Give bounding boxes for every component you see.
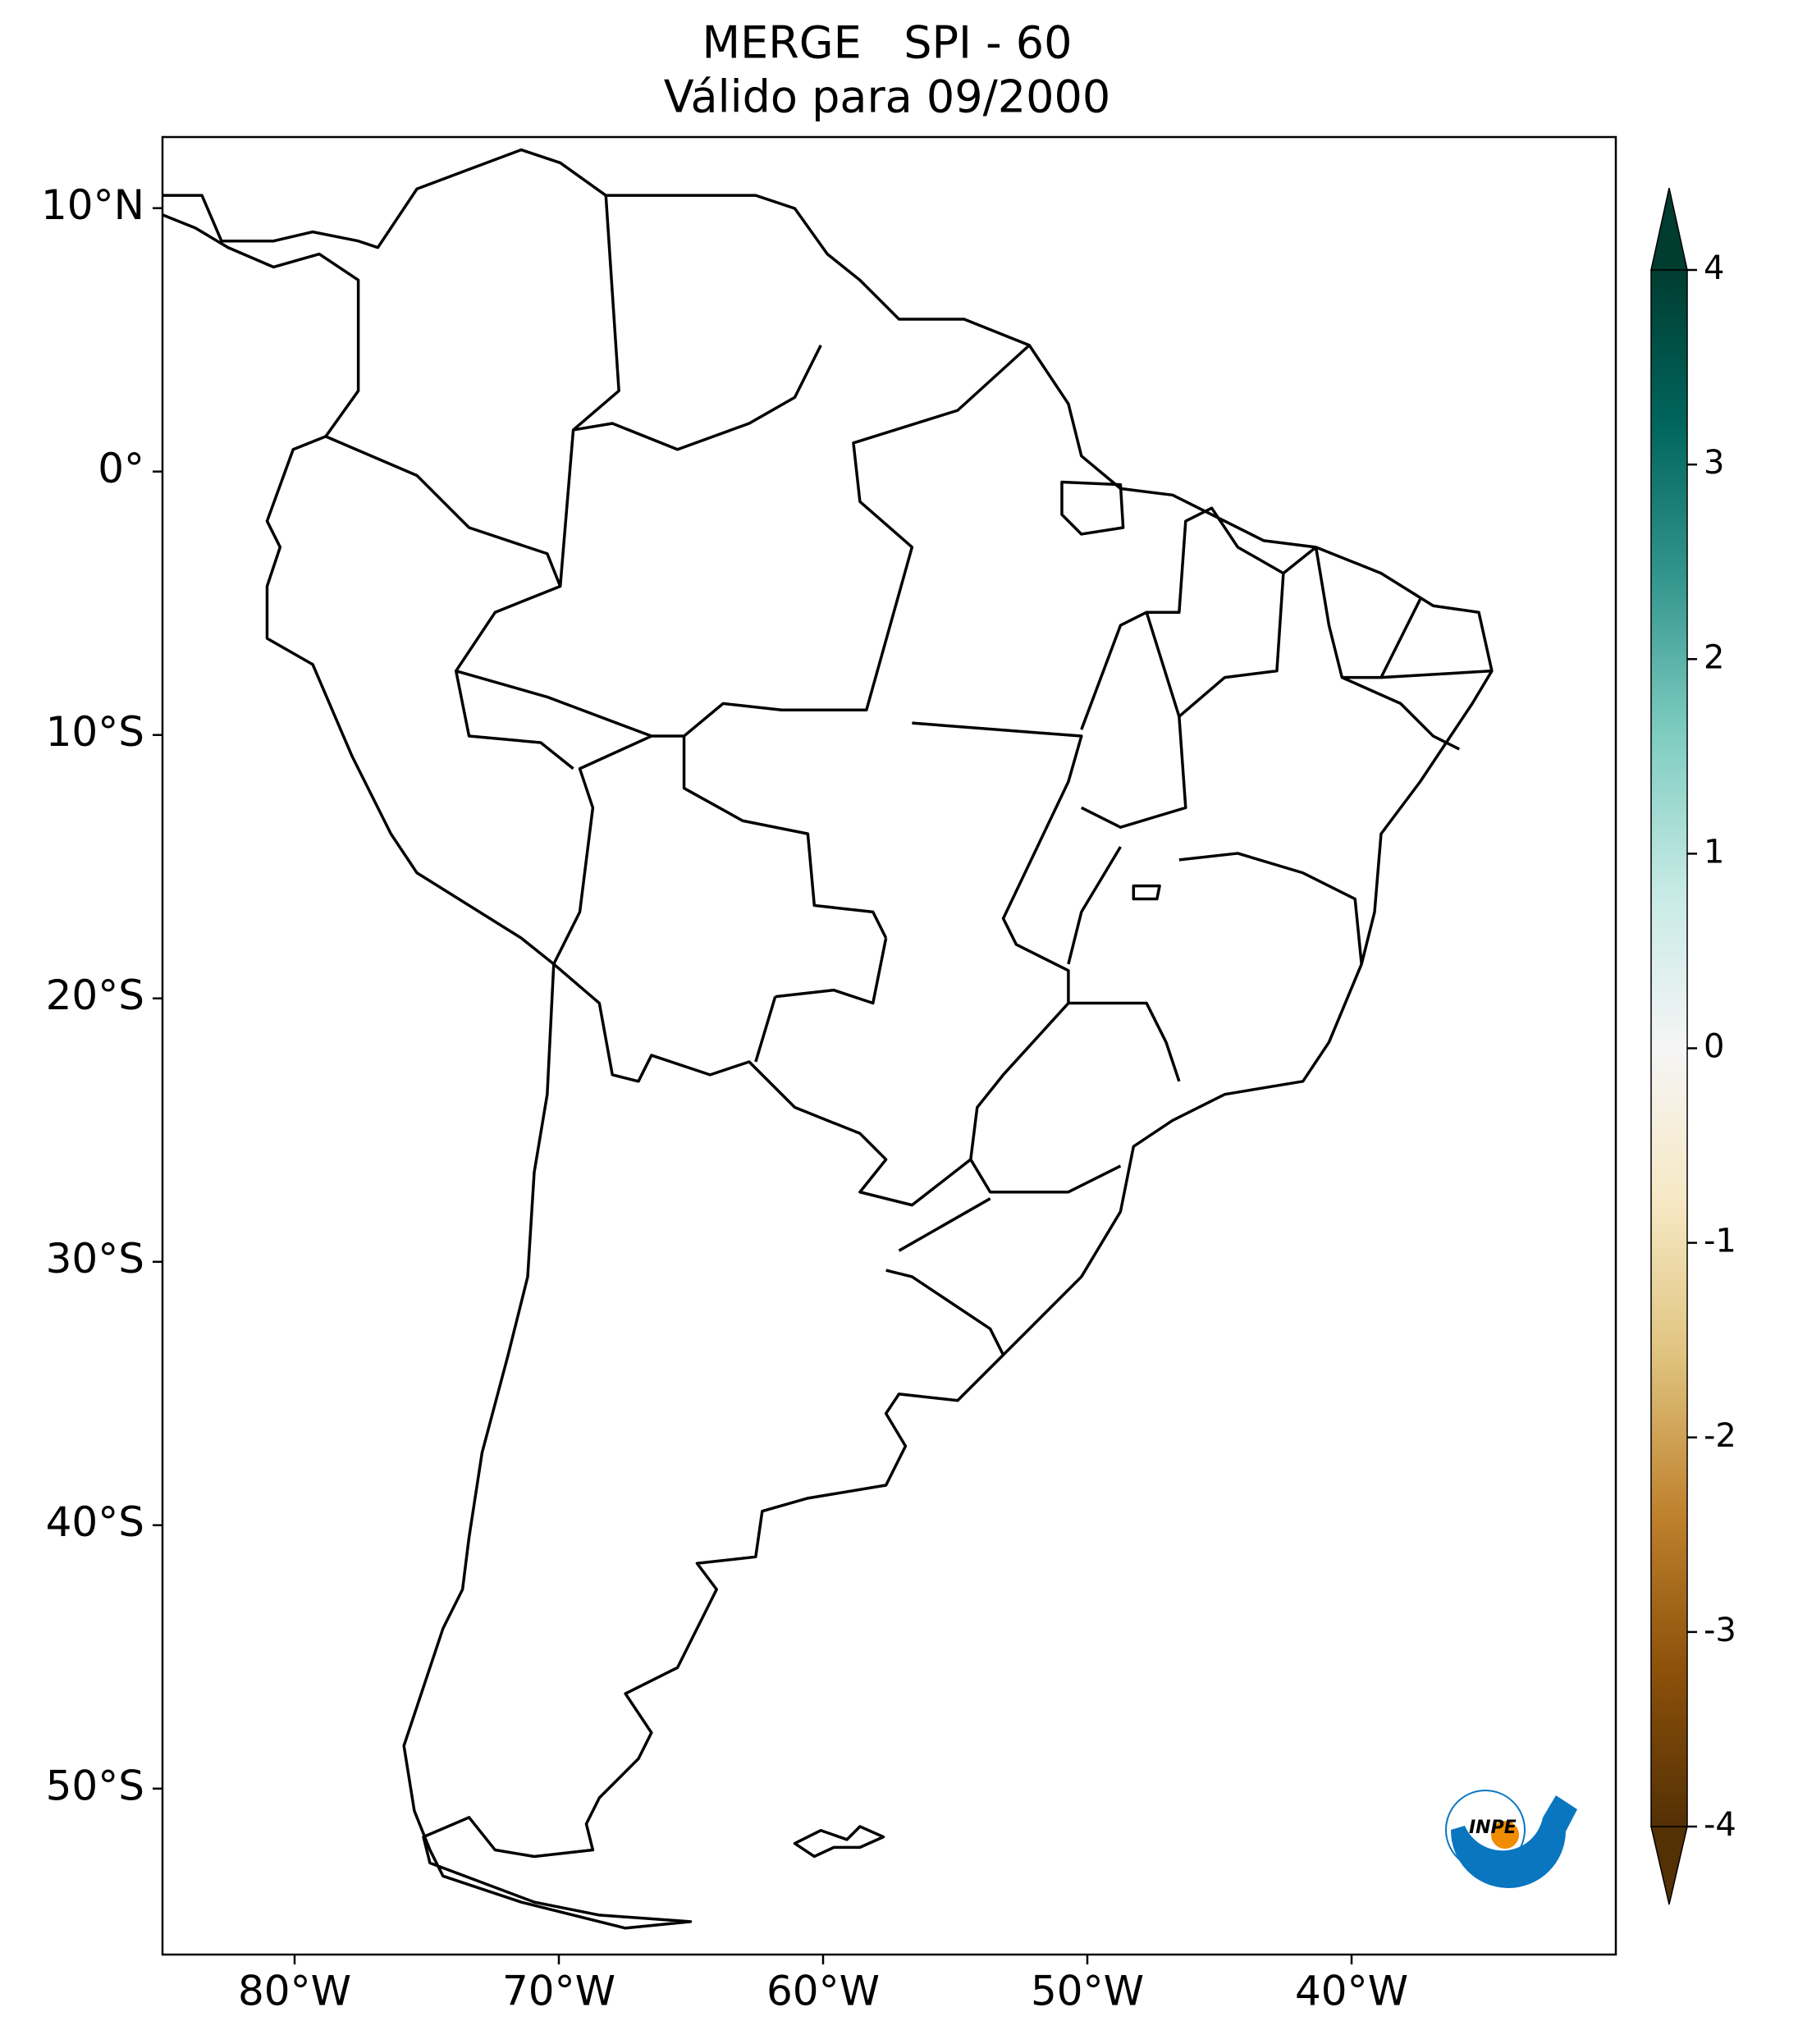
y-tick-label: 0° <box>98 445 144 492</box>
y-tick-label: 30°S <box>46 1235 144 1283</box>
colorbar-tick-label: 3 <box>1704 444 1724 482</box>
colorbar-tick-label: 4 <box>1704 249 1724 287</box>
x-tick-label: 60°W <box>766 1968 880 2015</box>
x-tick-label: 40°W <box>1295 1968 1408 2015</box>
x-tick-label: 50°W <box>1031 1968 1144 2015</box>
islands <box>793 480 1161 1859</box>
title-line-1: MERGE SPI - 60 <box>702 17 1073 69</box>
y-tick-label: 10°S <box>46 708 144 756</box>
x-tick-label: 80°W <box>238 1968 351 2015</box>
colorbar-extend-bottom <box>1650 1826 1688 1905</box>
colorbar-tick-label: -4 <box>1704 1806 1736 1844</box>
inpe-logo: INPE <box>1445 1790 1577 1888</box>
colorbar-tick-label: -1 <box>1704 1223 1736 1260</box>
colorbar-tick-label: 1 <box>1704 833 1724 871</box>
logo-text: INPE <box>1469 1818 1517 1838</box>
colorbar <box>1650 269 1688 1827</box>
colorbar-tick-label: 2 <box>1704 638 1724 676</box>
continent-outline <box>162 148 1494 1930</box>
country-borders <box>325 195 1493 1356</box>
colorbar-tick-label: 0 <box>1704 1028 1724 1066</box>
map-frame <box>161 135 1617 1956</box>
colorbar-extend-top <box>1650 187 1688 271</box>
y-tick-label: 40°S <box>46 1498 144 1546</box>
logo-arc <box>1450 1795 1577 1888</box>
y-tick-label: 20°S <box>46 972 144 1019</box>
colorbar-tick-label: -3 <box>1704 1612 1736 1649</box>
title-line-2: Válido para 09/2000 <box>664 71 1110 123</box>
logo-ring <box>1445 1790 1526 1870</box>
coastlines <box>162 148 1494 1930</box>
x-tick-label: 70°W <box>502 1968 615 2015</box>
logo-dot <box>1491 1821 1519 1849</box>
y-tick-label: 50°S <box>46 1762 144 1809</box>
colorbar-tick-label: -2 <box>1704 1417 1736 1455</box>
y-tick-label: 10°N <box>41 181 144 229</box>
